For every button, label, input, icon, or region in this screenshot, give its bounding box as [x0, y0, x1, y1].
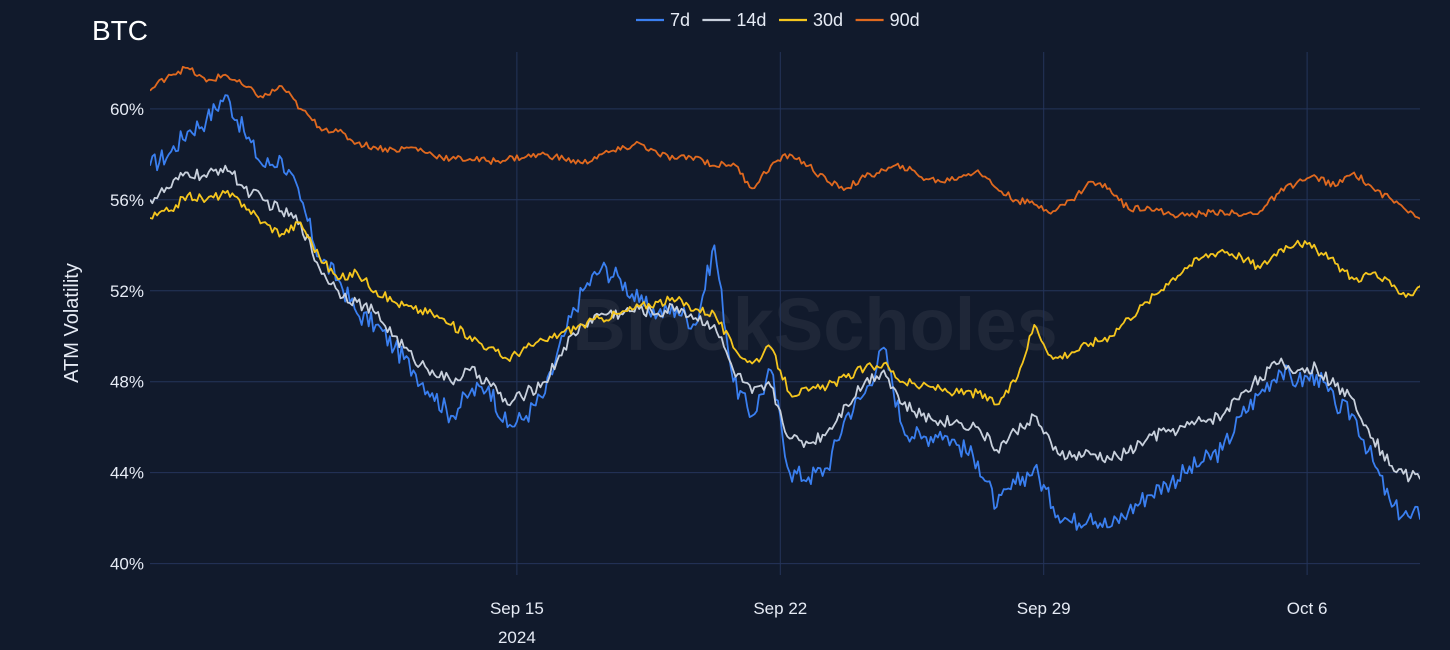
y-tick-label: 48%	[110, 373, 144, 392]
y-tick-label: 56%	[110, 191, 144, 210]
y-tick-label: 44%	[110, 464, 144, 483]
legend-label: 90d	[890, 10, 920, 30]
x-tick-sublabel: 2024	[498, 628, 536, 647]
x-tick-label: Oct 6	[1287, 599, 1328, 618]
legend-item-30d[interactable]: 30d	[779, 10, 843, 30]
watermark: BlockScholes	[572, 283, 1057, 366]
series-lines	[150, 65, 1420, 531]
legend-label: 30d	[813, 10, 843, 30]
series-line-90d	[150, 65, 1420, 220]
legend-item-14d[interactable]: 14d	[702, 10, 766, 30]
legend-item-7d[interactable]: 7d	[636, 10, 690, 30]
series-line-30d	[150, 189, 1420, 406]
y-tick-label: 60%	[110, 100, 144, 119]
x-axis: Sep 15 2024 Sep 22 Sep 29 Oct 6	[490, 599, 1327, 647]
series-line-7d	[150, 94, 1420, 531]
series-line-14d	[150, 164, 1420, 483]
legend-label: 7d	[670, 10, 690, 30]
legend-item-90d[interactable]: 90d	[855, 10, 920, 30]
chart-title: BTC	[92, 15, 148, 46]
x-tick-label: Sep 15	[490, 599, 544, 618]
legend-label: 14d	[736, 10, 766, 30]
y-tick-label: 52%	[110, 282, 144, 301]
x-tick-label: Sep 29	[1017, 599, 1071, 618]
y-axis-title: ATM Volatility	[61, 263, 83, 383]
x-tick-label: Sep 22	[753, 599, 807, 618]
y-axis: 40% 44% 48% 52% 56% 60%	[110, 100, 144, 574]
y-tick-label: 40%	[110, 555, 144, 574]
legend[interactable]: 7d 14d 30d 90d	[636, 10, 920, 30]
